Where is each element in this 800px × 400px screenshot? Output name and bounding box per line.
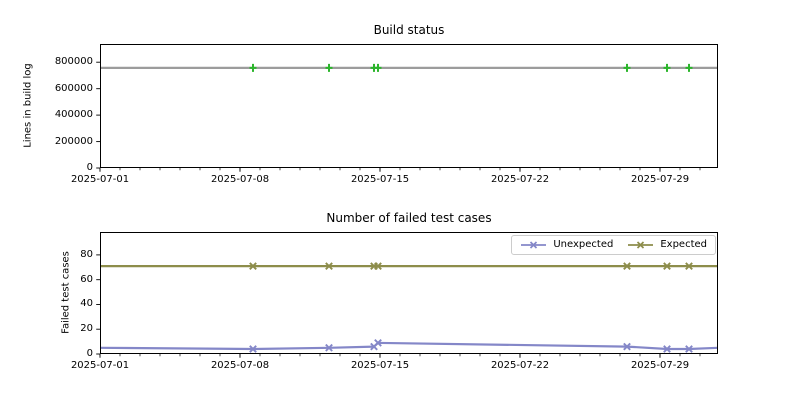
x-tick-label: 2025-07-29 (630, 174, 690, 185)
x-marker (374, 339, 382, 347)
y-tick-label: 800000 (54, 56, 93, 68)
chart-title: Build status (373, 23, 445, 37)
x-tick-label: 2025-07-22 (490, 174, 550, 185)
x-marker (325, 262, 333, 270)
legend-sample-unexpected (521, 241, 547, 249)
x-tick-label: 2025-07-08 (210, 360, 270, 371)
plus-marker (374, 63, 382, 72)
y-tick-label: 40 (80, 298, 93, 310)
plus-marker (623, 63, 631, 72)
y-tick-label: 400000 (54, 109, 93, 121)
legend-entry-unexpected: Unexpected (520, 239, 613, 251)
plot-border (100, 44, 718, 168)
legend-sample-expected (628, 241, 654, 249)
y-tick-label: 80 (80, 248, 93, 260)
x-marker (623, 342, 631, 351)
x-marker (249, 345, 257, 353)
legend: Unexpected Expected (511, 235, 716, 255)
y-tick-label: 0 (86, 348, 93, 359)
x-marker (249, 262, 257, 270)
y-tick-label: 20 (80, 323, 93, 335)
y-axis-label: Lines in build log (22, 63, 34, 148)
plus-marker (663, 63, 671, 72)
x-marker (663, 345, 671, 353)
x-tick-label: 2025-07-08 (210, 174, 270, 185)
plus-marker (685, 63, 693, 72)
y-tick-label: 600000 (54, 82, 93, 94)
plus-marker (249, 63, 257, 72)
x-tick-label: 2025-07-01 (70, 360, 130, 371)
legend-entry-expected: Expected (627, 239, 707, 251)
x-tick-label: 2025-07-22 (490, 360, 550, 371)
x-marker (685, 262, 693, 270)
plot-border (100, 232, 718, 354)
x-marker (685, 345, 693, 353)
legend-label: Expected (660, 239, 707, 250)
x-marker (663, 262, 671, 270)
x-tick-label: 2025-07-15 (350, 360, 410, 371)
legend-label: Unexpected (553, 239, 614, 250)
plot-area (96, 232, 719, 358)
x-tick-label: 2025-07-15 (350, 174, 410, 185)
x-marker (623, 262, 631, 270)
x-marker (325, 343, 333, 352)
x-tick-label: 2025-07-01 (70, 174, 130, 185)
chart-title: Number of failed test cases (326, 211, 492, 225)
plus-marker (325, 63, 333, 72)
plot-area (96, 44, 718, 172)
x-marker (374, 262, 382, 270)
x-tick-label: 2025-07-29 (630, 360, 690, 371)
y-tick-label: 0 (86, 162, 93, 173)
y-tick-label: 200000 (54, 135, 93, 147)
y-tick-label: 60 (80, 273, 93, 285)
